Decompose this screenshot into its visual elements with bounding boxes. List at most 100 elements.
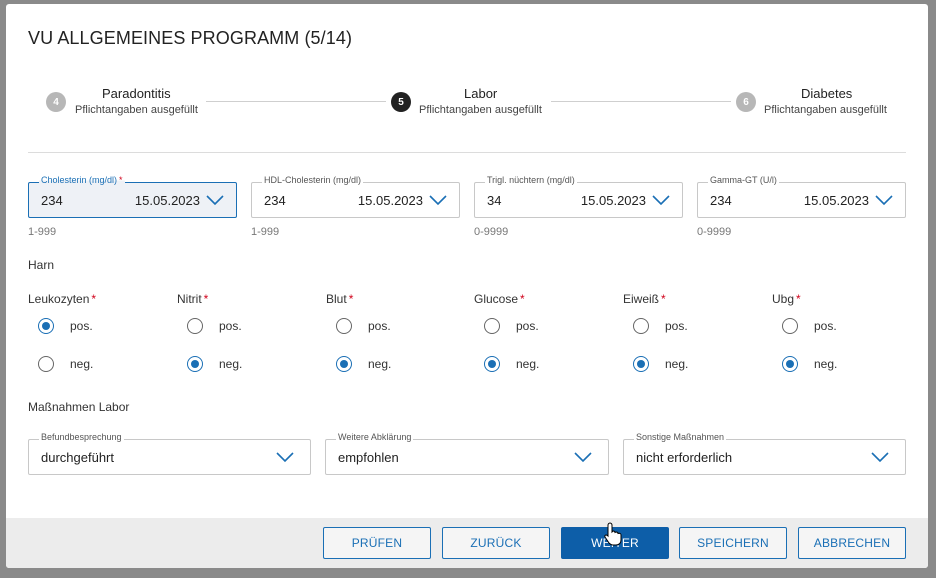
radio-label[interactable]: neg. <box>814 357 838 371</box>
radio-label[interactable]: pos. <box>665 319 688 333</box>
chevron-down-icon[interactable] <box>875 194 893 206</box>
radio-group-label-text: Glucose <box>474 292 519 306</box>
field-label: Cholesterin (mg/dl) * <box>39 175 125 185</box>
radio-neg[interactable] <box>187 356 203 372</box>
range-hint: 0-9999 <box>474 226 509 238</box>
radio-neg[interactable] <box>782 356 798 372</box>
required-marker: * <box>348 292 354 306</box>
radio-label[interactable]: pos. <box>70 319 93 333</box>
radio-label[interactable]: neg. <box>219 357 243 371</box>
step-number-4[interactable]: 4 <box>46 92 66 112</box>
step-title-labor[interactable]: Labor <box>464 86 498 101</box>
radio-group-label: Leukozyten * <box>28 292 96 306</box>
radio-group-label-text: Leukozyten <box>28 292 90 306</box>
radio-neg[interactable] <box>633 356 649 372</box>
field-label: HDL-Cholesterin (mg/dl) <box>262 175 364 185</box>
radio-label[interactable]: neg. <box>665 357 689 371</box>
field-label: Sonstige Maßnahmen <box>634 432 727 442</box>
hand-cursor-icon <box>604 522 622 546</box>
field-value[interactable]: 234 <box>264 193 286 208</box>
radio-pos[interactable] <box>187 318 203 334</box>
step-subtitle: Pflichtangaben ausgefüllt <box>419 104 542 116</box>
field-date: 15.05.2023 <box>580 193 646 208</box>
radio-neg[interactable] <box>484 356 500 372</box>
chevron-down-icon[interactable] <box>276 451 294 463</box>
select-value: durchgeführt <box>41 450 114 465</box>
radio-label[interactable]: neg. <box>516 357 540 371</box>
step-number-6[interactable]: 6 <box>736 92 756 112</box>
radio-pos[interactable] <box>336 318 352 334</box>
chevron-down-icon[interactable] <box>574 451 592 463</box>
divider <box>28 152 906 153</box>
field-value[interactable]: 234 <box>41 193 63 208</box>
required-marker: * <box>661 292 666 306</box>
weitere-abklaerung-select[interactable]: Weitere Abklärung empfohlen <box>325 432 609 475</box>
radio-label[interactable]: pos. <box>814 319 837 333</box>
step-number-5[interactable]: 5 <box>391 92 411 112</box>
range-hint: 0-9999 <box>697 226 732 238</box>
dialog: VU ALLGEMEINES PROGRAMM (5/14) 4 Paradon… <box>6 4 928 568</box>
field-label: Befundbesprechung <box>39 432 124 442</box>
required-marker: * <box>520 292 525 306</box>
radio-group-label: Ubg * <box>772 292 801 306</box>
radio-pos[interactable] <box>782 318 798 334</box>
step-title-diabetes[interactable]: Diabetes <box>801 86 853 101</box>
radio-group-label-text: Eiweiß <box>623 292 660 306</box>
befundbesprechung-select[interactable]: Befundbesprechung durchgeführt <box>28 432 311 475</box>
dialog-footer: PRÜFEN ZURÜCK WEITER SPEICHERN ABBRECHEN <box>6 518 928 568</box>
field-value[interactable]: 234 <box>710 193 732 208</box>
sonstige-massnahmen-select[interactable]: Sonstige Maßnahmen nicht erforderlich <box>623 432 906 475</box>
radio-label[interactable]: pos. <box>219 319 242 333</box>
gamma-gt-field[interactable]: Gamma-GT (U/l) 234 15.05.2023 <box>697 175 906 218</box>
radio-group-label-text: Blut <box>326 292 347 306</box>
step-subtitle: Pflichtangaben ausgefüllt <box>75 104 198 116</box>
stepper-line <box>551 101 731 102</box>
section-heading-harn: Harn <box>28 258 55 272</box>
field-label: Gamma-GT (U/l) <box>708 175 779 185</box>
field-date: 15.05.2023 <box>803 193 869 208</box>
chevron-down-icon[interactable] <box>652 194 670 206</box>
radio-group-label: Glucose * <box>474 292 525 306</box>
field-label: Weitere Abklärung <box>336 432 414 442</box>
step-title-paradontitis[interactable]: Paradontitis <box>102 86 171 101</box>
radio-label[interactable]: pos. <box>516 319 539 333</box>
required-marker: * <box>91 292 97 306</box>
radio-group-label-text: Ubg <box>772 292 795 306</box>
field-value[interactable]: 34 <box>487 193 502 208</box>
pruefen-button[interactable]: PRÜFEN <box>323 527 431 559</box>
speichern-button[interactable]: SPEICHERN <box>679 527 787 559</box>
radio-group-label-text: Nitrit <box>177 292 202 306</box>
step-subtitle: Pflichtangaben ausgefüllt <box>764 104 887 116</box>
radio-pos[interactable] <box>484 318 500 334</box>
hdl-cholesterin-field[interactable]: HDL-Cholesterin (mg/dl) 234 15.05.2023 <box>251 175 460 218</box>
radio-group-label: Eiweiß * <box>623 292 666 306</box>
chevron-down-icon[interactable] <box>206 194 224 206</box>
radio-label[interactable]: neg. <box>368 357 392 371</box>
cholesterin-field[interactable]: Cholesterin (mg/dl) * 234 15.05.2023 <box>28 175 237 218</box>
required-marker: * <box>203 292 209 306</box>
radio-neg[interactable] <box>38 356 54 372</box>
radio-pos[interactable] <box>633 318 649 334</box>
select-value: nicht erforderlich <box>636 450 733 465</box>
range-hint: 1-999 <box>28 226 57 238</box>
radio-group-label: Blut * <box>326 292 353 306</box>
required-marker: * <box>796 292 801 306</box>
section-heading-massnahmen: Maßnahmen Labor <box>28 400 130 414</box>
field-label: Trigl. nüchtern (mg/dl) <box>485 175 577 185</box>
radio-group-label: Nitrit * <box>177 292 208 306</box>
chevron-down-icon[interactable] <box>871 451 889 463</box>
radio-neg[interactable] <box>336 356 352 372</box>
abbrechen-button[interactable]: ABBRECHEN <box>798 527 906 559</box>
field-date: 15.05.2023 <box>134 193 200 208</box>
dialog-title: VU ALLGEMEINES PROGRAMM (5/14) <box>28 28 353 48</box>
triglyceride-field[interactable]: Trigl. nüchtern (mg/dl) 34 15.05.2023 <box>474 175 683 218</box>
radio-label[interactable]: pos. <box>368 319 391 333</box>
field-date: 15.05.2023 <box>357 193 423 208</box>
select-value: empfohlen <box>338 450 399 465</box>
chevron-down-icon[interactable] <box>429 194 447 206</box>
zurueck-button[interactable]: ZURÜCK <box>442 527 550 559</box>
radio-pos[interactable] <box>38 318 54 334</box>
stepper: 4 Paradontitis Pflichtangaben ausgefüllt… <box>6 84 928 134</box>
radio-label[interactable]: neg. <box>70 357 94 371</box>
range-hint: 1-999 <box>251 226 280 238</box>
